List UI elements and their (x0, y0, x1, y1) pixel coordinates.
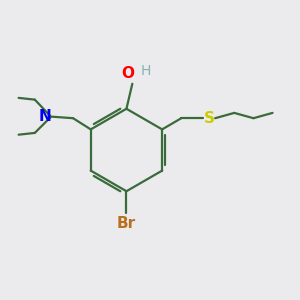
Text: O: O (122, 66, 134, 81)
Text: Br: Br (117, 216, 136, 231)
Text: S: S (204, 111, 215, 126)
Text: H: H (140, 64, 151, 78)
Text: N: N (38, 109, 51, 124)
